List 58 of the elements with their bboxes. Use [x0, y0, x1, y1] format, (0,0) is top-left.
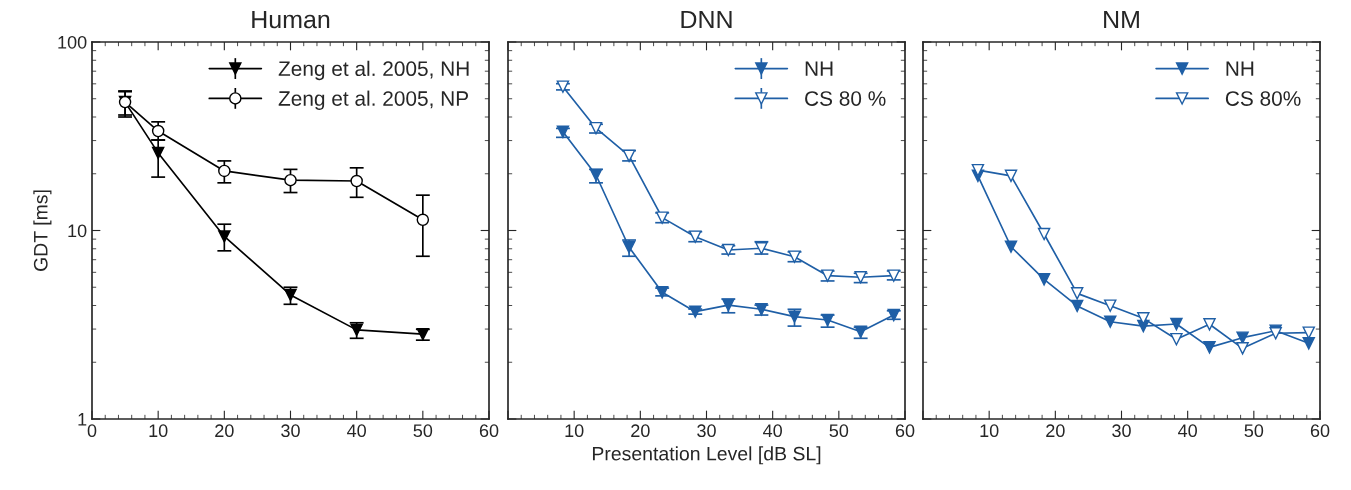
- point: [622, 240, 636, 254]
- chart-title: Human: [252, 10, 330, 29]
- y-axis-title: GDT [ms]: [33, 190, 52, 271]
- x-tick-label: 50: [829, 424, 849, 438]
- point: [1170, 317, 1183, 331]
- point: [1302, 326, 1316, 339]
- point: [1104, 315, 1117, 329]
- point: [1004, 240, 1018, 253]
- point: [1037, 273, 1051, 286]
- point: [284, 288, 297, 302]
- x-tick-label: 60: [479, 424, 499, 438]
- x-tick-label: 40: [347, 424, 366, 438]
- x-tick-label: 20: [1046, 424, 1065, 438]
- y-tick-label: 100: [58, 35, 87, 49]
- chart-title: NM: [1104, 10, 1139, 29]
- x-tick-label: 60: [1310, 424, 1330, 438]
- x-tick-label: 30: [697, 424, 716, 438]
- legend-label: CS 80%: [1225, 91, 1301, 106]
- point: [416, 213, 430, 227]
- chart-title: DNN: [681, 10, 732, 29]
- point: [284, 173, 297, 187]
- legend-label: NH: [1226, 61, 1254, 76]
- x-tick-label: 20: [631, 424, 650, 438]
- x-tick-label: 40: [1178, 424, 1197, 438]
- point: [218, 230, 231, 243]
- point: [1203, 341, 1216, 354]
- legend-label: Zeng et al. 2005, NH: [278, 60, 469, 81]
- point: [1070, 299, 1084, 313]
- x-tick-label: 30: [1112, 424, 1131, 438]
- point: [1302, 337, 1316, 350]
- point: [1104, 299, 1117, 312]
- x-tick-label: 50: [1244, 424, 1264, 438]
- legend-label: Zeng et al. 2005, NP: [278, 90, 469, 111]
- x-tick-label: 30: [281, 424, 300, 438]
- x-tick-label: 0: [87, 424, 97, 438]
- point: [1203, 318, 1216, 331]
- x-tick-label: 10: [149, 424, 168, 438]
- x-tick-label: 40: [763, 424, 782, 438]
- x-axis-title: Presentation Level [dB SL]: [592, 446, 821, 465]
- point: [788, 310, 801, 323]
- x-tick-label: 20: [215, 424, 234, 438]
- point: [1170, 332, 1183, 346]
- point: [1004, 169, 1018, 183]
- y-tick-label: 10: [68, 224, 87, 238]
- x-tick-label: 50: [413, 424, 433, 438]
- point: [689, 305, 702, 318]
- point: [218, 164, 231, 178]
- point: [151, 146, 165, 160]
- x-tick-label: 60: [895, 424, 915, 438]
- point: [350, 174, 363, 188]
- point: [1037, 227, 1051, 241]
- legend-label: CS 80 %: [805, 91, 886, 106]
- legend-label: NH: [805, 61, 833, 76]
- x-tick-label: 10: [980, 424, 999, 438]
- point: [1070, 287, 1084, 300]
- point: [1236, 342, 1249, 355]
- x-tick-label: 10: [565, 424, 584, 438]
- y-tick-label: 1: [78, 413, 87, 426]
